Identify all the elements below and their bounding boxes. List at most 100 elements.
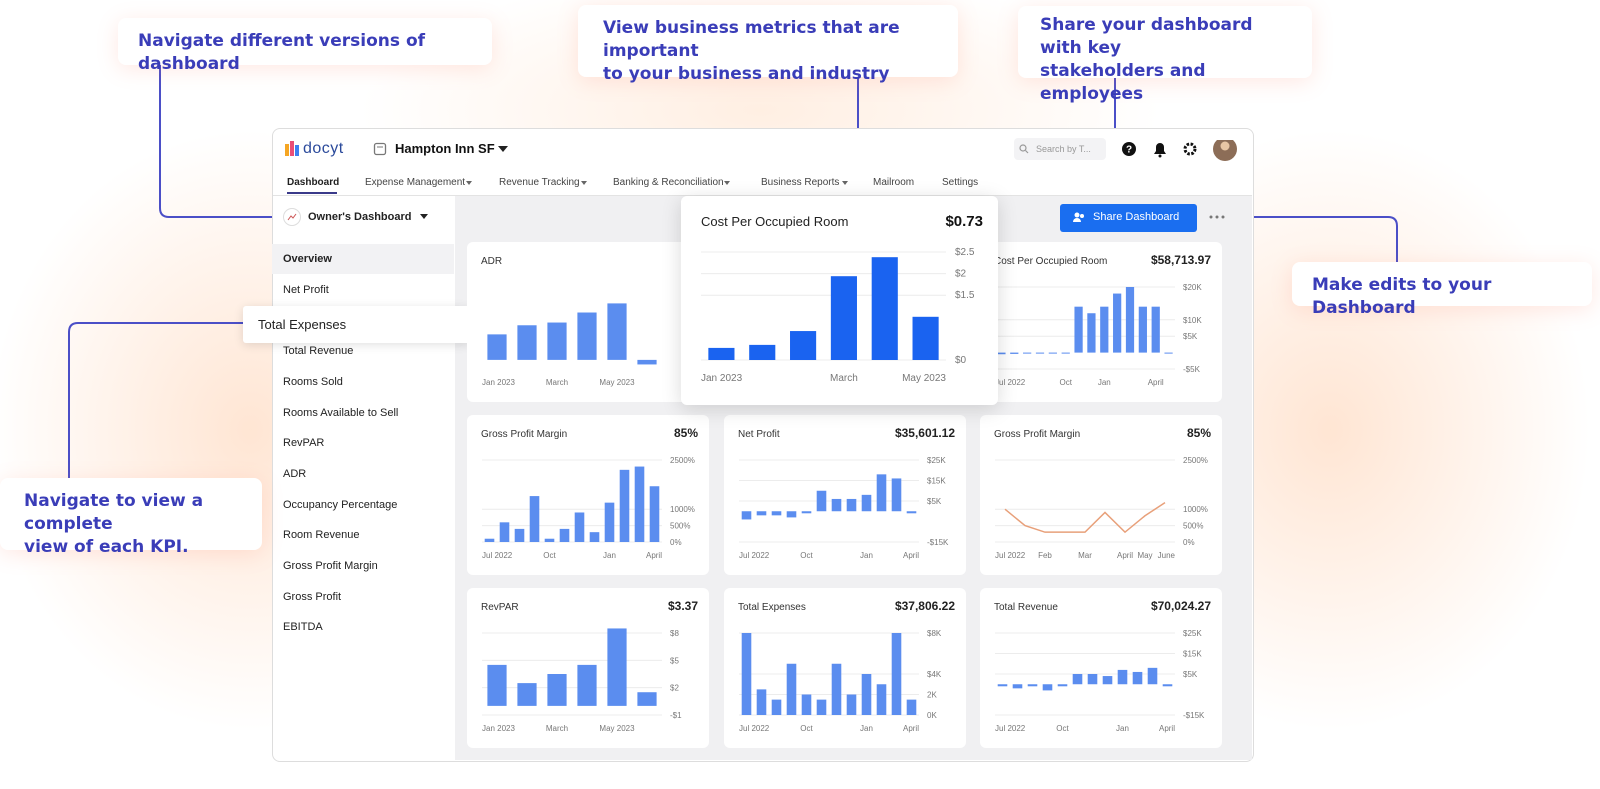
kpi-value: $35,601.12 <box>895 426 955 440</box>
bar <box>771 699 782 715</box>
kpi-card[interactable]: Cost Per Occupied Room $58,713.97 $20K $10K… <box>980 242 1222 402</box>
search-box[interactable] <box>1014 138 1106 160</box>
bar <box>997 352 1006 355</box>
nav-tab[interactable]: Settings <box>942 177 979 188</box>
nav-tab[interactable]: Revenue Tracking <box>499 177 580 188</box>
sidebar-item[interactable]: Gross Profit Margin <box>283 560 378 572</box>
callout-text: Share your dashboard with key <box>1040 15 1253 58</box>
bar <box>756 511 767 516</box>
bar <box>861 494 872 512</box>
property-selector[interactable]: Hampton Inn SF <box>395 141 495 156</box>
callout-text: View business metrics that are important <box>603 18 900 61</box>
bar <box>786 511 797 518</box>
nav-tab[interactable]: Business Reports <box>761 177 840 188</box>
bar <box>1048 352 1057 354</box>
kpi-card[interactable]: Gross Profit Margin 85% 2500% 1000% 500% 0% Ju… <box>467 415 709 575</box>
kpi-chart: Gross Profit Margin 85% 2500% 1000% 500% 0% Ju… <box>481 426 698 560</box>
nav-tab[interactable]: Dashboard <box>287 177 340 188</box>
y-tick-label: 500% <box>670 522 690 531</box>
bar <box>1057 684 1068 687</box>
bar <box>649 486 660 542</box>
help-icon[interactable] <box>1122 142 1136 156</box>
sidebar-item[interactable]: Overview <box>272 244 454 274</box>
x-tick-label: March <box>546 724 568 733</box>
y-tick-label: $0 <box>955 355 967 366</box>
metric-popup[interactable]: Cost Per Occupied Room $0.73 $2.5 $2 $1.5 $0 J… <box>681 196 998 405</box>
dropdown-caret <box>466 181 472 185</box>
kpi-card[interactable]: Net Profit $35,601.12 $25K $15K $5K -$15K Jul … <box>724 415 966 575</box>
kpi-card[interactable]: Total Expenses $37,806.22 $8K $4K 2K 0K Jul 20… <box>724 588 966 748</box>
bar <box>589 532 600 542</box>
bar <box>1087 313 1096 353</box>
y-tick-label: $1.5 <box>955 290 975 301</box>
sidebar-item[interactable]: Room Revenue <box>283 529 360 541</box>
active-tab-indicator <box>287 192 337 194</box>
kpi-title: Gross Profit Margin <box>994 429 1080 440</box>
connector <box>68 322 243 478</box>
kpi-title: RevPAR <box>481 602 519 613</box>
bar <box>801 694 812 715</box>
dashboard-icon <box>283 208 301 226</box>
notifications-icon[interactable] <box>1154 143 1166 154</box>
callout-text: Make edits to your Dashboard <box>1312 275 1492 318</box>
kpi-card[interactable]: RevPAR $3.37 $8 $5 $2 -$1 Jan 2023 March May 202… <box>467 588 709 748</box>
more-menu[interactable] <box>1209 214 1225 220</box>
sidebar-item[interactable]: ADR <box>283 468 307 480</box>
y-tick-label: 2K <box>927 691 937 700</box>
y-tick-label: $8 <box>670 629 679 638</box>
kpi-title: Gross Profit Margin <box>481 429 567 440</box>
logo: docyt <box>303 140 344 157</box>
x-tick-label: April <box>903 551 919 560</box>
nav-tab[interactable]: Mailroom <box>873 177 915 188</box>
y-tick-label: $5K <box>1183 332 1198 341</box>
bar <box>619 469 630 542</box>
kpi-chart: RevPAR $3.37 $8 $5 $2 -$1 Jan 2023 March May 202… <box>481 599 698 733</box>
x-tick-label: May 2023 <box>599 378 635 387</box>
kpi-card[interactable]: Total Revenue $70,024.27 $25K $15K $5K -$15K J… <box>980 588 1222 748</box>
kpi-card[interactable]: Gross Profit Margin 85% 2500% 1000% 500% 0% Ju… <box>980 415 1222 575</box>
floating-item[interactable]: Total Expenses <box>258 317 347 332</box>
kpi-value: $58,713.97 <box>1151 253 1211 267</box>
sidebar-item[interactable]: Occupancy Percentage <box>283 499 398 511</box>
bar <box>708 347 735 360</box>
bar <box>997 684 1008 687</box>
bar <box>544 538 555 542</box>
nav-tab[interactable]: Banking & Reconciliation <box>613 177 724 188</box>
bar <box>749 344 776 360</box>
sidebar-item[interactable]: EBITDA <box>283 621 323 633</box>
kpi-chart: Total Expenses $37,806.22 $8K $4K 2K 0K Jul 20… <box>738 599 955 733</box>
callout-text: Navigate to view a complete <box>24 491 204 534</box>
sidebar-item[interactable]: Net Profit <box>283 284 329 296</box>
bar <box>891 633 902 715</box>
caret <box>498 146 508 152</box>
dropdown-caret <box>842 181 848 185</box>
bar <box>1117 669 1128 685</box>
kpi-chart: Cost Per Occupied Room $58,713.97 $20K $10K… <box>994 253 1211 387</box>
bar <box>816 490 827 512</box>
settings-icon[interactable] <box>1183 142 1197 156</box>
bar <box>1162 684 1173 687</box>
bar <box>906 699 917 715</box>
sidebar-item[interactable]: RevPAR <box>283 437 325 449</box>
kpi-title: Cost Per Occupied Room <box>994 256 1107 267</box>
dashboard-selector[interactable]: Owner's Dashboard <box>308 211 412 223</box>
sidebar-item[interactable]: Rooms Available to Sell <box>283 407 399 419</box>
nav-tab[interactable]: Expense Management <box>365 177 466 188</box>
bar <box>1151 306 1160 353</box>
dropdown-caret <box>581 181 587 185</box>
share-button[interactable] <box>1060 204 1197 232</box>
sidebar-item[interactable]: Gross Profit <box>283 591 342 603</box>
caret <box>581 181 587 185</box>
kpi-chart: Net Profit $35,601.12 $25K $15K $5K -$15K Jul … <box>738 426 955 560</box>
sidebar-item[interactable]: Total Revenue <box>283 345 354 357</box>
y-tick-label: $15K <box>1183 650 1202 659</box>
bar <box>830 276 857 360</box>
sidebar-item[interactable]: Rooms Sold <box>283 376 343 388</box>
bar <box>1100 306 1109 353</box>
bar <box>831 498 842 512</box>
y-tick-label: $2 <box>955 269 967 280</box>
x-tick-label: Feb <box>1038 551 1052 560</box>
x-tick-label: Jan <box>1116 724 1129 733</box>
